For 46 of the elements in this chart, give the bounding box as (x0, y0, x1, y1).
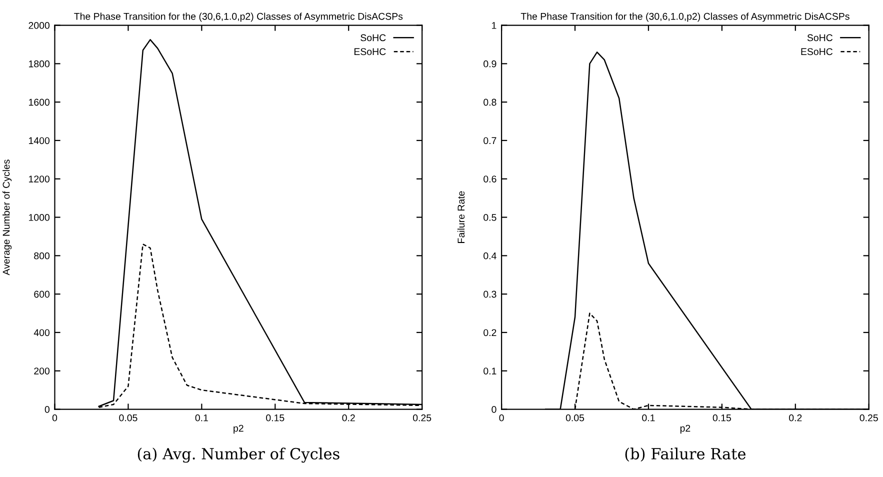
y-tick-label: 2000 (28, 22, 50, 29)
y-tick-label: 1600 (29, 98, 50, 106)
y-tick-label: 0 (44, 406, 50, 413)
legend-label: ESoHC (801, 48, 833, 56)
y-tick-label: 1200 (29, 176, 50, 182)
chart-title: The Phase Transition for the (30,6,1.0,p2) Classes of Asymmetric DisACSPs (74, 12, 403, 22)
x-tick-label: 0.1 (195, 414, 208, 422)
x-tick-label: 0.25 (412, 414, 432, 422)
y-tick-label: 1800 (29, 60, 50, 68)
text: (b) Failure Rate (625, 448, 746, 462)
x-tick-label: 0 (52, 414, 58, 422)
x-tick-label: 0.25 (860, 414, 878, 422)
y-axis-title: Average Number of Cycles (2, 160, 12, 276)
y-tick-label: 600 (34, 290, 50, 298)
x-tick-label: 0 (499, 414, 504, 422)
x-tick-label: 0.05 (119, 414, 138, 422)
y-tick-label: 0.7 (484, 137, 496, 144)
x-axis-title: p2 (234, 424, 244, 434)
y-tick-label: 0 (492, 406, 496, 413)
y-tick-label: 400 (34, 329, 50, 336)
y-tick-label: 0.3 (484, 290, 496, 298)
legend-label: ESoHC (354, 48, 386, 56)
x-axis-title: p2 (680, 424, 690, 434)
x-tick-label: 0.15 (712, 414, 731, 422)
legend-label: SoHC (360, 34, 386, 42)
x-tick-label: 0.15 (266, 414, 284, 422)
chart-title: The Phase Transition for the (30,6,1.0,p2) Classes of Asymmetric DisACSPs (520, 12, 850, 22)
y-tick-label: 200 (34, 368, 50, 374)
y-tick-label: 0.2 (484, 329, 496, 336)
y-tick-label: 0.9 (484, 60, 496, 68)
y-tick-label: 0.6 (484, 176, 496, 182)
legend-label: SoHC (807, 34, 833, 42)
y-tick-label: 0.4 (484, 252, 496, 260)
y-tick-label: 1000 (29, 214, 50, 221)
y-tick-label: 0.5 (484, 214, 496, 221)
y-axis-title: Failure Rate (457, 191, 465, 243)
y-tick-label: 1 (492, 22, 496, 29)
x-tick-label: 0.2 (789, 414, 802, 422)
x-tick-label: 0.05 (566, 414, 584, 422)
x-tick-label: 0.2 (342, 414, 355, 422)
y-tick-label: 0.8 (484, 98, 496, 106)
y-tick-label: 1400 (29, 137, 50, 144)
text: (a) Avg. Number of Cycles (138, 448, 340, 463)
y-tick-label: 0.1 (484, 368, 496, 374)
y-tick-label: 800 (34, 252, 50, 260)
x-tick-label: 0.1 (642, 414, 655, 422)
